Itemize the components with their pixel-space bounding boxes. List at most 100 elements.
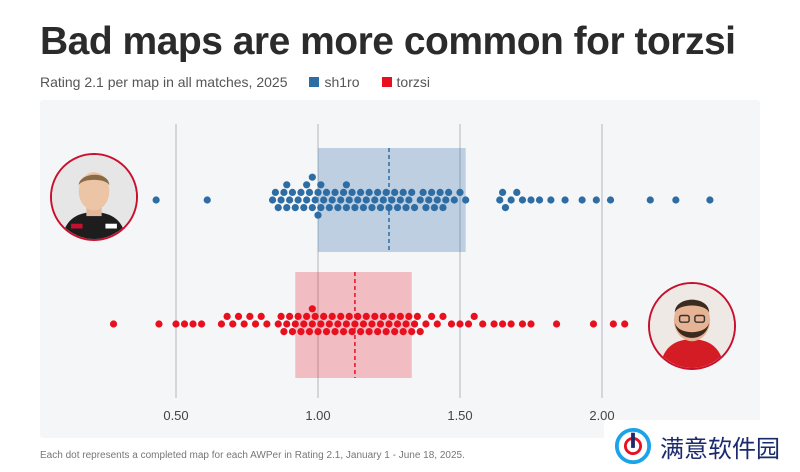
data-point-torzsi — [552, 320, 561, 328]
data-point-torzsi — [288, 328, 297, 336]
data-point-torzsi — [240, 320, 248, 328]
legend-item-sh1ro: sh1ro — [309, 74, 360, 90]
data-point-sh1ro — [334, 204, 342, 212]
data-point-sh1ro — [317, 204, 325, 212]
data-point-torzsi — [337, 312, 345, 320]
data-point-sh1ro — [283, 181, 291, 189]
data-point-sh1ro — [376, 204, 385, 212]
data-point-sh1ro — [294, 196, 302, 204]
data-point-torzsi — [354, 312, 362, 320]
data-point-sh1ro — [450, 196, 458, 204]
data-point-torzsi — [408, 328, 416, 336]
data-point-torzsi — [470, 312, 478, 320]
data-point-torzsi — [527, 320, 535, 328]
player-avatar-torzsi — [648, 282, 736, 370]
data-point-sh1ro — [391, 188, 399, 196]
data-point-sh1ro — [283, 204, 291, 212]
watermark-text: 满意软件园 — [660, 434, 780, 463]
data-point-sh1ro — [339, 188, 348, 196]
data-point-sh1ro — [399, 188, 407, 196]
data-point-sh1ro — [513, 188, 521, 196]
data-point-torzsi — [609, 320, 617, 328]
data-point-torzsi — [320, 312, 328, 320]
chart-plot: 0.50 1.00 1.50 2.00 — [109, 124, 714, 423]
data-point-sh1ro — [507, 196, 515, 204]
data-point-sh1ro — [402, 204, 410, 212]
data-point-sh1ro — [354, 196, 362, 204]
data-point-torzsi — [410, 320, 419, 328]
data-point-torzsi — [280, 328, 288, 336]
data-point-sh1ro — [152, 196, 160, 204]
data-point-sh1ro — [535, 196, 544, 204]
data-point-sh1ro — [456, 188, 464, 196]
x-tick-label: 2.00 — [589, 408, 614, 423]
data-point-sh1ro — [286, 196, 294, 204]
data-point-sh1ro — [371, 196, 379, 204]
data-point-torzsi — [155, 320, 163, 328]
data-point-sh1ro — [280, 188, 288, 196]
data-point-torzsi — [447, 320, 456, 328]
data-point-torzsi — [382, 328, 390, 336]
watermark: 满意软件园 — [604, 420, 800, 472]
data-point-sh1ro — [442, 196, 450, 204]
data-point-sh1ro — [430, 204, 439, 212]
data-point-sh1ro — [374, 188, 382, 196]
data-point-sh1ro — [436, 188, 444, 196]
data-point-torzsi — [314, 328, 322, 336]
data-point-sh1ro — [606, 196, 615, 204]
data-point-torzsi — [371, 312, 379, 320]
data-point-torzsi — [422, 320, 430, 328]
data-point-sh1ro — [433, 196, 441, 204]
data-point-torzsi — [172, 320, 180, 328]
data-point-torzsi — [374, 328, 382, 336]
data-point-sh1ro — [527, 196, 535, 204]
data-point-torzsi — [385, 320, 393, 328]
data-point-torzsi — [274, 320, 282, 328]
data-point-sh1ro — [416, 196, 424, 204]
data-point-torzsi — [433, 320, 441, 328]
legend-label-sh1ro: sh1ro — [324, 74, 360, 90]
data-point-sh1ro — [422, 204, 430, 212]
data-point-sh1ro — [501, 204, 510, 212]
data-point-torzsi — [305, 328, 314, 336]
subtitle-row: Rating 2.1 per map in all matches, 2025 … — [40, 74, 430, 90]
data-point-torzsi — [234, 312, 243, 320]
legend-swatch-torzsi — [381, 77, 392, 87]
data-point-sh1ro — [342, 204, 350, 212]
data-point-torzsi — [308, 320, 316, 328]
data-point-torzsi — [334, 320, 342, 328]
data-point-torzsi — [359, 320, 368, 328]
legend-item-torzsi: torzsi — [381, 74, 430, 90]
data-point-torzsi — [428, 312, 436, 320]
data-point-torzsi — [490, 320, 498, 328]
data-point-torzsi — [283, 320, 291, 328]
data-point-sh1ro — [706, 196, 714, 204]
data-point-sh1ro — [428, 188, 436, 196]
data-point-torzsi — [388, 312, 396, 320]
x-tick-label: 1.50 — [447, 408, 472, 423]
data-point-torzsi — [345, 312, 353, 320]
data-point-torzsi — [365, 328, 373, 336]
data-point-torzsi — [263, 320, 271, 328]
data-point-torzsi — [357, 328, 365, 336]
data-point-torzsi — [362, 312, 370, 320]
data-point-sh1ro — [308, 204, 316, 212]
data-point-sh1ro — [368, 204, 376, 212]
data-point-torzsi — [391, 328, 399, 336]
data-point-sh1ro — [303, 196, 311, 204]
data-point-torzsi — [348, 328, 356, 336]
data-point-sh1ro — [322, 188, 331, 196]
data-point-torzsi — [351, 320, 359, 328]
data-point-torzsi — [180, 320, 189, 328]
data-point-sh1ro — [382, 188, 390, 196]
data-point-sh1ro — [499, 188, 507, 196]
data-point-sh1ro — [308, 173, 316, 181]
data-point-sh1ro — [646, 196, 654, 204]
data-point-sh1ro — [396, 196, 404, 204]
data-point-torzsi — [339, 328, 348, 336]
legend-swatch-sh1ro — [309, 77, 320, 87]
data-point-torzsi — [416, 328, 424, 336]
data-point-torzsi — [308, 305, 316, 313]
data-point-torzsi — [402, 320, 410, 328]
data-point-sh1ro — [300, 204, 308, 212]
